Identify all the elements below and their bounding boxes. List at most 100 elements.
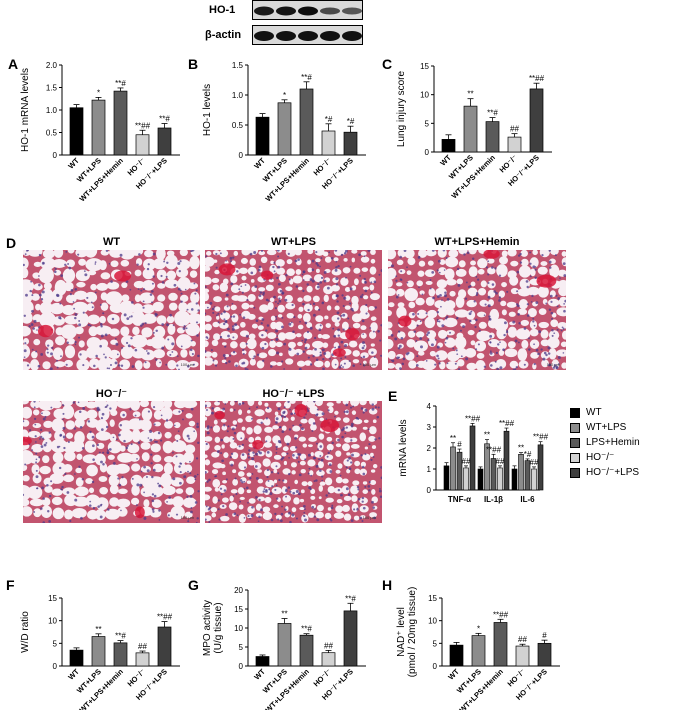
nucleus xyxy=(30,323,34,326)
nucleus xyxy=(40,298,44,301)
nucleus xyxy=(292,424,295,427)
nucleus xyxy=(281,292,284,295)
histo-title-wt-lps: WT+LPS xyxy=(271,236,316,248)
alveolar-space xyxy=(23,506,33,517)
nucleus xyxy=(243,517,246,519)
alveolar-space xyxy=(278,274,286,282)
alveolar-space xyxy=(43,282,52,290)
alveolar-space xyxy=(532,250,538,256)
nucleus xyxy=(143,516,147,520)
alveolar-space xyxy=(343,258,348,262)
nucleus xyxy=(32,327,35,330)
nucleus xyxy=(325,494,328,497)
nucleus xyxy=(467,285,471,289)
alveolar-space xyxy=(253,425,262,435)
alveolar-space xyxy=(286,312,294,319)
nucleus xyxy=(98,451,101,454)
nucleus xyxy=(334,415,336,418)
alveolar-space xyxy=(550,319,559,328)
alveolar-space xyxy=(335,450,342,457)
tissue-pattern xyxy=(205,250,382,370)
nucleus xyxy=(181,409,184,412)
alveolar-space xyxy=(285,250,297,257)
hemorrhage xyxy=(294,404,308,417)
alveolar-space xyxy=(286,258,293,265)
blot-strip-actin xyxy=(252,25,363,45)
nucleus xyxy=(317,283,320,286)
significance-label: ## xyxy=(462,457,471,466)
alveolar-space xyxy=(318,433,325,440)
nucleus xyxy=(298,367,302,370)
nucleus xyxy=(458,368,461,370)
nucleus xyxy=(398,344,402,348)
nucleus xyxy=(282,479,285,482)
alveolar-space xyxy=(360,332,367,339)
alveolar-space xyxy=(43,420,54,429)
nucleus xyxy=(206,425,210,428)
nucleus xyxy=(227,327,230,331)
alveolar-space xyxy=(241,350,247,355)
nucleus xyxy=(92,458,95,461)
nucleus xyxy=(345,487,349,491)
nucleus xyxy=(151,508,155,511)
nucleus xyxy=(294,446,298,449)
alveolar-space xyxy=(291,507,297,513)
nucleus xyxy=(322,367,325,370)
nucleus xyxy=(564,299,566,303)
nucleus xyxy=(275,445,278,449)
alveolar-space xyxy=(396,288,405,297)
nucleus xyxy=(108,262,111,265)
nucleus xyxy=(86,296,89,299)
nucleus xyxy=(166,500,168,503)
nucleus xyxy=(494,360,497,363)
alveolar-space xyxy=(67,250,75,254)
nucleus xyxy=(275,338,279,341)
nucleus xyxy=(456,353,459,356)
alveolar-space xyxy=(188,420,196,427)
alveolar-space xyxy=(141,313,157,324)
alveolar-space xyxy=(86,464,98,477)
alveolar-space xyxy=(162,485,176,496)
nucleus xyxy=(216,450,220,453)
nucleus xyxy=(272,265,275,269)
alveolar-space xyxy=(134,294,141,303)
bar xyxy=(255,656,270,667)
nucleus xyxy=(304,458,307,461)
alveolar-space xyxy=(213,419,218,425)
nucleus xyxy=(104,333,108,337)
nucleus xyxy=(195,302,198,305)
y-tick-label: 0 xyxy=(239,662,244,671)
nucleus xyxy=(92,506,96,510)
nucleus xyxy=(370,281,373,284)
alveolar-space xyxy=(49,302,65,315)
alveolar-space xyxy=(183,464,193,473)
nucleus xyxy=(31,309,34,313)
nucleus xyxy=(42,497,45,500)
nucleus xyxy=(415,363,419,367)
alveolar-space xyxy=(435,287,447,297)
nucleus xyxy=(248,407,251,410)
nucleus xyxy=(97,505,100,508)
nucleus xyxy=(395,295,399,299)
alveolar-space xyxy=(119,359,131,370)
alveolar-space xyxy=(404,287,419,302)
nucleus xyxy=(245,438,248,440)
nucleus xyxy=(358,253,361,257)
nucleus xyxy=(230,260,232,263)
alveolar-space xyxy=(457,359,465,367)
alveolar-space xyxy=(240,321,246,328)
tissue-pattern xyxy=(388,250,566,370)
nucleus xyxy=(330,519,333,522)
alveolar-space xyxy=(141,407,153,421)
nucleus xyxy=(307,356,310,359)
nucleus xyxy=(129,288,132,291)
y-tick-label: 0 xyxy=(53,662,58,671)
alveolar-space xyxy=(275,341,283,348)
nucleus xyxy=(446,298,450,301)
nucleus xyxy=(269,492,273,496)
nucleus xyxy=(283,368,285,370)
nucleus xyxy=(476,292,479,295)
nucleus xyxy=(249,476,252,480)
alveolar-space xyxy=(540,351,550,360)
nucleus xyxy=(526,285,529,289)
